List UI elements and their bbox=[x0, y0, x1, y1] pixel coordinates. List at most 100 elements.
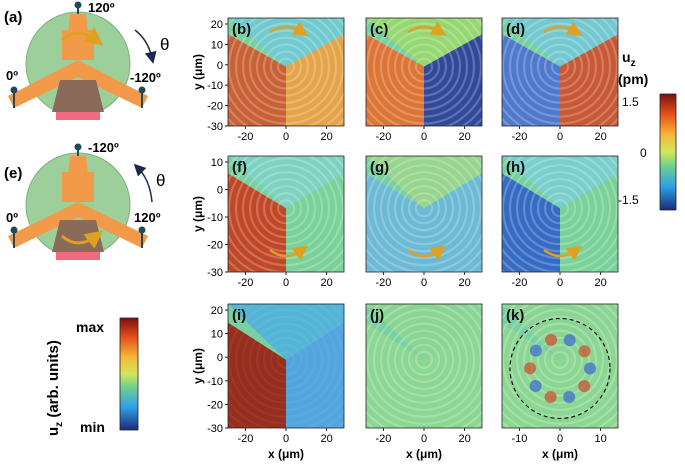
x-tick-label: 0 bbox=[283, 433, 289, 445]
colorbar-pm-tick-zero: 0 bbox=[640, 146, 647, 160]
panel-label-e: (e) bbox=[4, 165, 22, 182]
panel-k-spot bbox=[545, 333, 558, 346]
panel-k-ripple bbox=[502, 304, 618, 425]
panel-f-ripple bbox=[241, 164, 331, 253]
panel-c-sector-right bbox=[424, 34, 482, 126]
x-tick-label: -20 bbox=[237, 433, 253, 445]
angle-left-a: 0º bbox=[6, 68, 18, 83]
panel-d: (d) -20 0 20 bbox=[501, 17, 619, 143]
panel-k-sector-right bbox=[560, 322, 618, 428]
y-tick-label: 10 bbox=[211, 39, 223, 51]
y-tick-label: 0 bbox=[217, 60, 223, 72]
panel-i-ripple bbox=[255, 329, 317, 390]
panel-i-sector-top bbox=[228, 304, 344, 360]
panel-h-ripple bbox=[502, 156, 618, 267]
x-tick-label: 20 bbox=[320, 433, 332, 445]
y-axis-label: y (μm) bbox=[191, 196, 205, 232]
y-tick-label: -20 bbox=[207, 399, 223, 411]
panel-h-ripple bbox=[550, 199, 570, 218]
colorbar-arb-label: uz (arb. units) bbox=[45, 340, 65, 436]
panel-c-ripple bbox=[414, 57, 434, 76]
panel-i-sector-right bbox=[286, 322, 344, 428]
y-tick-label: 10 bbox=[211, 157, 223, 169]
panel-i-ripple bbox=[276, 350, 296, 369]
angle-left-e: 0º bbox=[6, 210, 18, 225]
panel-d-ripple bbox=[508, 18, 612, 118]
panel-label-f: (f) bbox=[232, 159, 247, 176]
panel-d-ripple bbox=[515, 22, 605, 111]
panel-i-ripple bbox=[262, 336, 310, 383]
panel-g-ripple bbox=[414, 199, 434, 218]
panel-j-ripple bbox=[386, 322, 462, 397]
panel-label-g: (g) bbox=[370, 159, 389, 176]
panel-i-ripple bbox=[228, 304, 344, 425]
x-tick-label: -20 bbox=[375, 433, 391, 445]
panel-j-ripple bbox=[366, 304, 482, 425]
panel-k-spot bbox=[529, 344, 542, 357]
y-axis-label: y (μm) bbox=[191, 348, 205, 384]
colorbar-pm-title: uz bbox=[622, 49, 636, 69]
x-tick-label: 20 bbox=[458, 277, 470, 289]
panel-g-sector-top bbox=[366, 156, 482, 209]
panel-g-ripple bbox=[400, 185, 448, 232]
panel-g-ripple bbox=[393, 178, 455, 239]
panel-b-ripple bbox=[234, 18, 338, 118]
x-tick-label: -20 bbox=[375, 131, 391, 143]
panel-g-ripple bbox=[379, 164, 469, 253]
x-tick-label: 0 bbox=[557, 433, 563, 445]
panel-d-ripple bbox=[550, 57, 570, 76]
panel-k-sector-top bbox=[502, 304, 618, 360]
y-tick-label: 10 bbox=[211, 329, 223, 341]
panel-i-sector-left bbox=[228, 322, 286, 428]
y-tick-label: -30 bbox=[207, 423, 223, 435]
panel-j-ripple bbox=[407, 343, 441, 376]
x-tick-label: -20 bbox=[375, 277, 391, 289]
panel-j-ripple bbox=[379, 315, 469, 404]
panel-k-ripple bbox=[522, 322, 598, 397]
panel-b-ripple bbox=[241, 22, 331, 111]
panel-f-rotation-arrow bbox=[269, 245, 309, 261]
panel-d-ripple bbox=[543, 50, 577, 83]
panel-c-ripple bbox=[386, 29, 462, 104]
panel-k-ripple bbox=[543, 343, 577, 376]
panel-h-ripple bbox=[515, 164, 605, 253]
panel-b-ripple bbox=[276, 57, 296, 76]
panel-d-ripple bbox=[536, 43, 584, 90]
panel-f-ripple bbox=[228, 156, 344, 267]
panel-j-sector-right bbox=[424, 322, 482, 428]
panel-i-ripple bbox=[269, 343, 303, 376]
panel-h-sector-top bbox=[502, 156, 618, 209]
panel-label-a: (a) bbox=[4, 9, 22, 26]
colorbar-arb: max min uz (arb. units) bbox=[45, 317, 139, 436]
x-tick-label: -10 bbox=[511, 433, 527, 445]
panel-b-ripple bbox=[228, 18, 344, 125]
panel-label-j: (j) bbox=[370, 307, 384, 324]
panel-h-ripple bbox=[508, 157, 612, 260]
y-tick-label: -20 bbox=[207, 101, 223, 113]
panel-label-k: (k) bbox=[506, 307, 524, 324]
colorbar-arb-label-main: u bbox=[45, 427, 62, 436]
x-tick-label: 20 bbox=[594, 131, 606, 143]
theta-a: θ bbox=[160, 35, 169, 54]
panel-f-ripple bbox=[255, 178, 317, 239]
x-tick-label: 20 bbox=[458, 131, 470, 143]
panel-k-spot bbox=[578, 380, 591, 393]
panel-k-spot bbox=[529, 379, 542, 392]
panel-label-i: (i) bbox=[232, 307, 246, 324]
colorbar-arb-min: min bbox=[80, 419, 105, 435]
angle-top-a: 120º bbox=[88, 0, 115, 15]
panel-c-ripple bbox=[379, 22, 469, 111]
panel-j-ripple bbox=[414, 350, 434, 369]
y-tick-label: 0 bbox=[217, 185, 223, 197]
schematic-a: (a) 120º 0º -120º θ bbox=[4, 0, 169, 120]
panel-b-ripple bbox=[255, 36, 317, 97]
panel-b-ripple bbox=[248, 29, 324, 104]
panel-j-sector-left bbox=[366, 322, 424, 428]
panel-f-ripple bbox=[269, 192, 303, 225]
panel-d-ripple bbox=[529, 36, 591, 97]
y-tick-label: -10 bbox=[207, 80, 223, 92]
panel-g-sector-left bbox=[366, 173, 424, 272]
y-tick-label: 0 bbox=[217, 352, 223, 364]
